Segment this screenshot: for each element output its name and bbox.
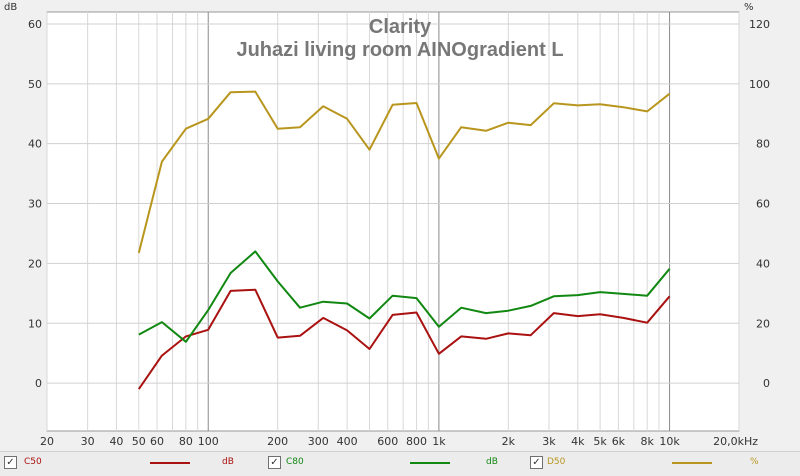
y-tick-label-right: 100: [749, 78, 770, 91]
x-tick-label: 100: [198, 435, 219, 448]
x-tick-label: 300: [308, 435, 329, 448]
x-tick-label: 50: [132, 435, 146, 448]
c50-checkbox[interactable]: ✓: [4, 456, 17, 469]
x-tick-label: 4k: [571, 435, 585, 448]
y-tick-label-right: 20: [756, 317, 770, 330]
y-axis-label-left: dB: [4, 2, 17, 13]
series-line-c50: [137, 288, 671, 390]
c80-legend-swatch: [410, 462, 450, 464]
grid-lines: [46, 12, 740, 431]
c80-legend-unit: dB: [486, 457, 498, 467]
y-tick-label-left: 60: [28, 18, 42, 31]
x-tick-label: 6k: [612, 435, 626, 448]
chart-subtitle: Juhazi living room AINOgradient L: [236, 39, 563, 61]
plot-area: [46, 11, 740, 432]
x-tick-label: 10k: [659, 435, 680, 448]
y-tick-label-left: 0: [35, 377, 42, 390]
series-line-c80: [138, 250, 671, 343]
y-tick-label-left: 10: [28, 317, 42, 330]
series-lines: [137, 90, 671, 390]
y-tick-label-left: 50: [28, 78, 42, 91]
x-tick-label: 200: [267, 435, 288, 448]
x-tick-label: 60: [150, 435, 164, 448]
d50-legend-unit: %: [750, 457, 759, 467]
x-tick-label: 600: [377, 435, 398, 448]
y-tick-label-right: 60: [756, 198, 770, 211]
y-tick-label-right: 0: [763, 377, 770, 390]
series-line-d50: [137, 90, 671, 254]
y-tick-label-left: 40: [28, 138, 42, 151]
y-tick-label-right: 120: [749, 18, 770, 31]
y-tick-label-right: 80: [756, 138, 770, 151]
c50-legend-unit: dB: [222, 457, 234, 467]
x-tick-label: 400: [337, 435, 358, 448]
c50-legend-swatch: [150, 462, 190, 464]
y-tick-label-left: 20: [28, 257, 42, 270]
x-tick-label: 800: [406, 435, 427, 448]
chart-titles: Clarity Juhazi living room AINOgradient …: [4, 2, 754, 61]
axis-labels: 20 30 40 50 60 80 100 200 300 400 600 800 1k 2k 3k 4k 5k…: [28, 18, 770, 448]
y-axis-label-right: %: [744, 2, 754, 13]
x-tick-label: 2k: [502, 435, 516, 448]
d50-legend-label: D50: [547, 457, 566, 467]
x-tick-label: 20,0kHz: [713, 435, 758, 448]
x-tick-label: 5k: [593, 435, 607, 448]
chart-title: Clarity: [369, 16, 432, 38]
x-tick-label: 30: [81, 435, 95, 448]
x-tick-label: 40: [109, 435, 123, 448]
clarity-chart: 20 30 40 50 60 80 100 200 300 400 600 800 1k 2k 3k 4k 5k…: [4, 2, 770, 448]
c50-legend-label: C50: [24, 457, 42, 467]
x-tick-label: 80: [179, 435, 193, 448]
d50-legend-swatch: [672, 462, 712, 464]
d50-checkbox[interactable]: ✓: [530, 456, 543, 469]
legend-bar: ✓ C50 dB ✓ C80 dB ✓ D50 %: [0, 451, 800, 476]
y-tick-label-right: 40: [756, 257, 770, 270]
x-tick-label: 20: [40, 435, 54, 448]
x-tick-label: 3k: [542, 435, 556, 448]
y-tick-label-left: 30: [28, 198, 42, 211]
x-tick-label: 8k: [641, 435, 655, 448]
x-tick-label: 1k: [432, 435, 446, 448]
c80-legend-label: C80: [286, 457, 304, 467]
c80-checkbox[interactable]: ✓: [268, 456, 281, 469]
